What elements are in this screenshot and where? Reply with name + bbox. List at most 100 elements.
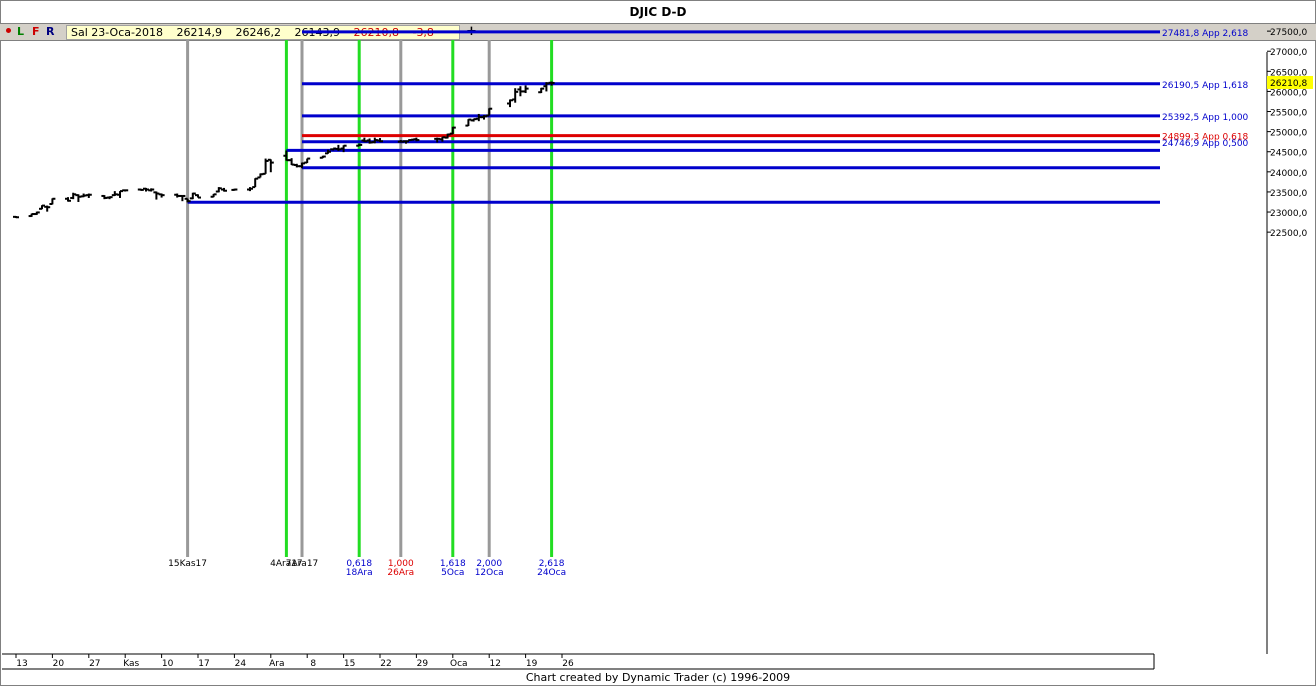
ohlc-bar [262,158,269,175]
ohlc-bar [75,194,82,202]
x-tick-label: Kas [123,659,139,669]
quote-readout: Sal 23-Oca-2018 26214,9 26246,2 26143,9 … [66,25,460,40]
time-cycle-label: 0,618 [346,559,372,569]
price-level-label: 24899,3 App 0,618 [1162,133,1249,143]
x-tick-label: 8 [310,659,316,669]
footer-credit: Chart created by Dynamic Trader (c) 1996… [525,671,791,684]
ohlc-bar [111,191,118,197]
ohlc-bar [44,205,51,212]
ohlc-bar [283,150,290,162]
quote-open: 26214,9 [176,26,222,39]
price-level-label: 27481,8 App 2,618 [1162,29,1249,39]
time-cycle-label: 1,000 [388,559,414,569]
ohlc-bar [174,193,181,198]
ohlc-bar [117,190,123,198]
ohlc-bar [486,107,493,117]
ohlc-bar [195,194,201,199]
ohlc-bar [507,99,513,108]
price-level-label: 26190,5 App 1,618 [1162,81,1249,91]
time-cycle-date: 24Oca [537,568,566,578]
ohlc-bar [148,188,155,192]
x-tick-label: 26 [562,659,574,669]
mode-f-button[interactable]: F [32,25,40,38]
y-tick-label: 23500,0 [1270,189,1307,199]
ohlc-bar [13,215,19,219]
y-tick-label: 24500,0 [1270,149,1307,159]
ohlc-bar [293,163,300,168]
ohlc-bar [28,213,35,218]
ohlc-bar [408,138,415,142]
ohlc-bar [39,204,45,210]
ohlc-bar [517,86,524,97]
ohlc-bar [153,191,160,200]
ohlc-bar [512,88,519,103]
time-cycle-label: 4Ara17 [270,559,303,569]
ohlc-bar [465,118,472,127]
mode-l-button[interactable]: L [17,25,25,38]
ohlc-bar [361,137,368,143]
ohlc-bar [85,193,92,198]
ohlc-bar [158,193,165,198]
ohlc-bar [231,188,238,191]
y-tick-label: 22500,0 [1270,229,1307,239]
time-cycle-date: 26Ara [387,568,414,578]
x-tick-label: Ara [269,659,284,669]
quote-date: Sal 23-Oca-2018 [71,26,163,39]
last-price-box [1267,75,1313,89]
time-cycle-label: 2,000 [476,559,502,569]
ohlc-bar [252,177,259,189]
x-tick-label: 13 [16,659,27,669]
ohlc-bar [340,144,347,153]
time-cycle-label: 15Kas17 [168,559,207,569]
chart-title-bar: DJIC D-D [0,0,1316,23]
y-tick-label: 25500,0 [1270,109,1307,119]
x-tick-label: 10 [162,659,174,669]
y-tick-label: 26500,0 [1270,68,1307,78]
red-dot-icon[interactable] [6,28,11,33]
ohlc-bar [522,85,529,94]
ohlc-bar [288,158,295,166]
ohlc-bar [101,194,108,200]
price-level-label: 24746,9 App 0,500 [1162,139,1249,149]
ohlc-bar [179,194,186,202]
ohlc-bar [247,187,253,192]
ohlc-bar [413,137,420,142]
ohlc-bar [356,143,363,147]
y-tick-label: 25000,0 [1270,129,1307,139]
ohlc-bar [319,155,326,159]
x-tick-label: 29 [417,659,429,669]
x-tick-label: 17 [198,659,209,669]
x-tick-label: 27 [89,659,100,669]
time-cycle-date: 5Oca [441,568,464,578]
ohlc-bar [325,149,331,155]
x-tick-label: Oca [450,659,468,669]
x-tick-label: 19 [526,659,538,669]
ohlc-bar [189,192,196,200]
ohlc-bar [210,193,217,198]
ohlc-bar [70,192,77,200]
ohlc-bar [449,126,456,135]
time-cycle-label: 1,618 [440,559,466,569]
y-tick-label: 27500,0 [1270,28,1307,38]
time-cycle-label: 2,618 [539,559,565,569]
ohlc-bar [403,140,409,144]
time-cycle-date: 18Ara [346,568,373,578]
x-tick-label: 20 [53,659,65,669]
ohlc-bar [143,187,149,192]
time-cycle-date: 12Oca [475,568,504,578]
ohlc-bar [33,211,40,216]
ohlc-bar [49,197,56,205]
time-cycle-label: 7Ara17 [286,559,319,569]
mode-r-button[interactable]: R [46,25,55,38]
ohlc-bar [257,173,264,179]
ohlc-bar [548,81,555,86]
chart-title: DJIC D-D [629,5,687,19]
y-tick-label: 23000,0 [1270,209,1307,219]
x-tick-label: 15 [344,659,355,669]
x-tick-label: 24 [235,659,247,669]
ohlc-bar [215,187,222,193]
ohlc-bar [470,118,477,122]
ohlc-bar [137,188,144,191]
ohlc-bar [122,189,129,192]
